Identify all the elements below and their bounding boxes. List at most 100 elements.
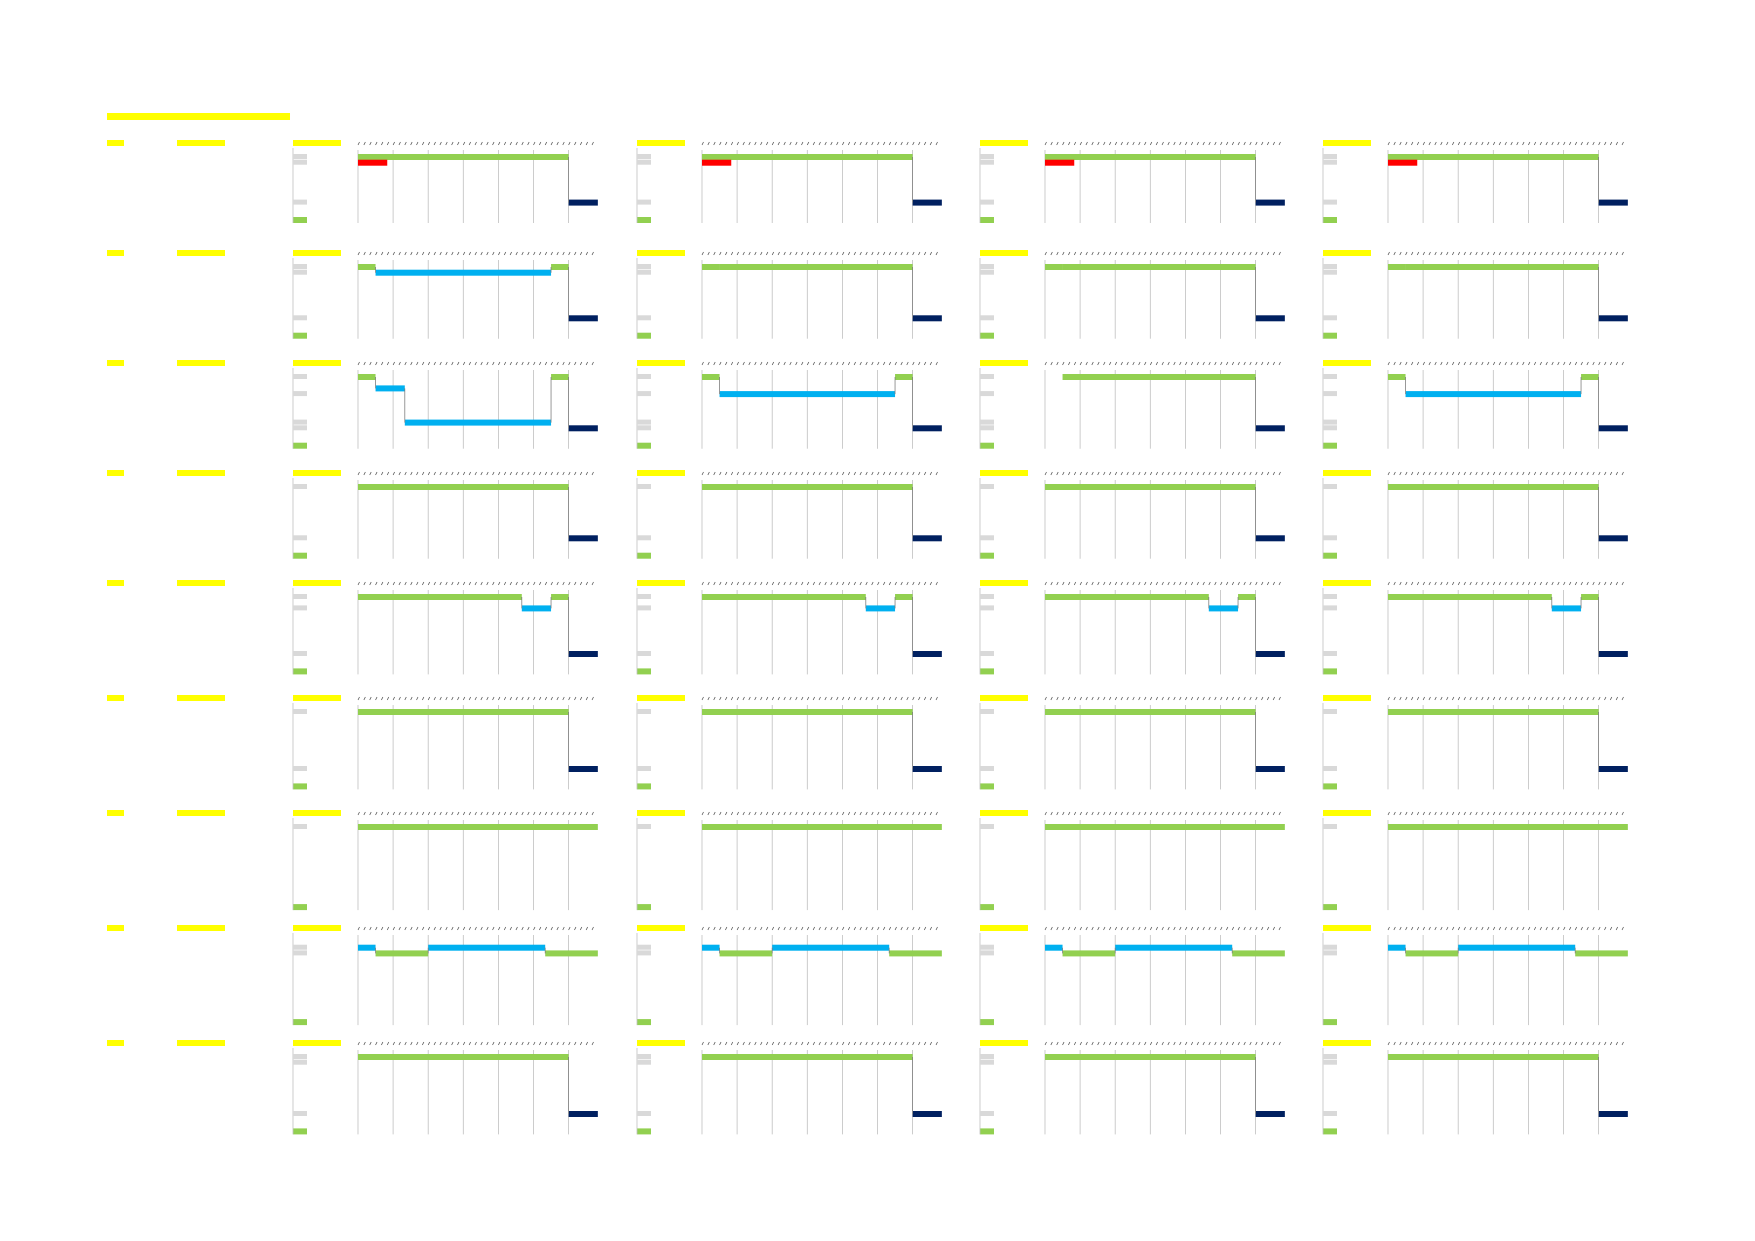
time-tick [1091,141,1094,146]
time-tick [754,141,757,146]
time-tick [894,471,897,476]
time-tick [707,141,710,146]
time-tick [1068,361,1071,366]
time-tick [1272,926,1276,931]
time-tick [719,361,722,366]
time-tick [550,696,553,701]
time-tick [369,811,372,816]
time-tick [1208,581,1211,586]
time-tick [853,696,856,701]
time-tick [1073,471,1077,476]
time-tick [1068,581,1071,586]
time-tick [918,141,921,146]
time-tick [416,926,419,931]
time-tick [742,471,745,476]
time-tick [1231,361,1235,366]
time-tick [1149,361,1153,366]
time-tick [836,251,839,256]
time-tick [806,696,810,701]
time-tick [386,251,390,256]
time-tick [1126,581,1129,586]
time-tick [1580,471,1583,476]
time-tick [1557,141,1560,146]
time-tick [386,696,390,701]
time-tick [847,251,851,256]
time-tick [1155,811,1159,816]
time-tick [1492,251,1496,256]
time-tick [492,926,495,931]
time-tick [1551,811,1554,816]
time-tick [1266,811,1270,816]
time-tick [474,696,477,701]
time-tick [1249,581,1252,586]
time-tick [918,926,921,931]
time-tick [1243,811,1246,816]
time-tick [1138,251,1141,256]
time-tick [433,1041,436,1046]
time-tick [1528,811,1531,816]
time-tick [521,811,524,816]
time-tick [404,141,407,146]
time-tick [783,1041,786,1046]
time-tick [1144,581,1147,586]
time-tick [1225,1041,1229,1046]
time-tick [1144,471,1147,476]
time-tick [1155,1041,1159,1046]
time-tick [433,141,436,146]
panel-total-cell [637,442,651,449]
time-tick [736,471,739,476]
time-tick [1237,471,1240,476]
time-tick [1609,926,1613,931]
time-tick [1056,926,1059,931]
time-tick [1114,141,1118,146]
time-tick [882,811,886,816]
time-tick [533,1041,536,1046]
shift-bar-work [1388,264,1406,270]
time-tick [1155,696,1159,701]
time-tick [713,141,716,146]
time-tick [392,926,395,931]
time-tick [1475,251,1478,256]
time-tick [1451,811,1455,816]
panel-total-cell [980,668,994,675]
time-tick [1615,926,1619,931]
time-tick [1144,696,1147,701]
time-tick [457,581,460,586]
time-tick [427,926,431,931]
shift-bar-work [702,484,913,490]
time-tick [498,471,501,476]
time-tick [1138,141,1141,146]
time-tick [1481,471,1484,476]
shift-bar-work [1388,824,1628,830]
time-tick [1085,581,1088,586]
panel-header [637,470,685,476]
count-cell [1323,1111,1337,1116]
day-panel [1322,925,1628,1026]
time-tick [906,361,909,366]
count-cell [1323,709,1337,714]
time-tick [1598,141,1601,146]
time-tick [1149,251,1153,256]
count-cell [1323,315,1337,321]
time-tick [550,581,553,586]
time-tick [544,471,548,476]
time-tick [824,251,827,256]
time-tick [486,141,489,146]
count-cell [1323,535,1337,541]
time-tick [1255,581,1258,586]
shift-bar-off [1598,425,1628,432]
time-tick [1202,141,1205,146]
time-tick [1440,471,1443,476]
time-tick [736,141,739,146]
time-tick [462,1041,466,1046]
time-tick [923,471,927,476]
time-tick [1108,361,1112,366]
time-tick [521,361,524,366]
time-tick [404,811,407,816]
time-tick [363,361,366,366]
time-tick [1161,696,1164,701]
time-tick [392,141,395,146]
time-tick [1504,696,1507,701]
time-tick [1533,581,1537,586]
time-tick [439,696,442,701]
